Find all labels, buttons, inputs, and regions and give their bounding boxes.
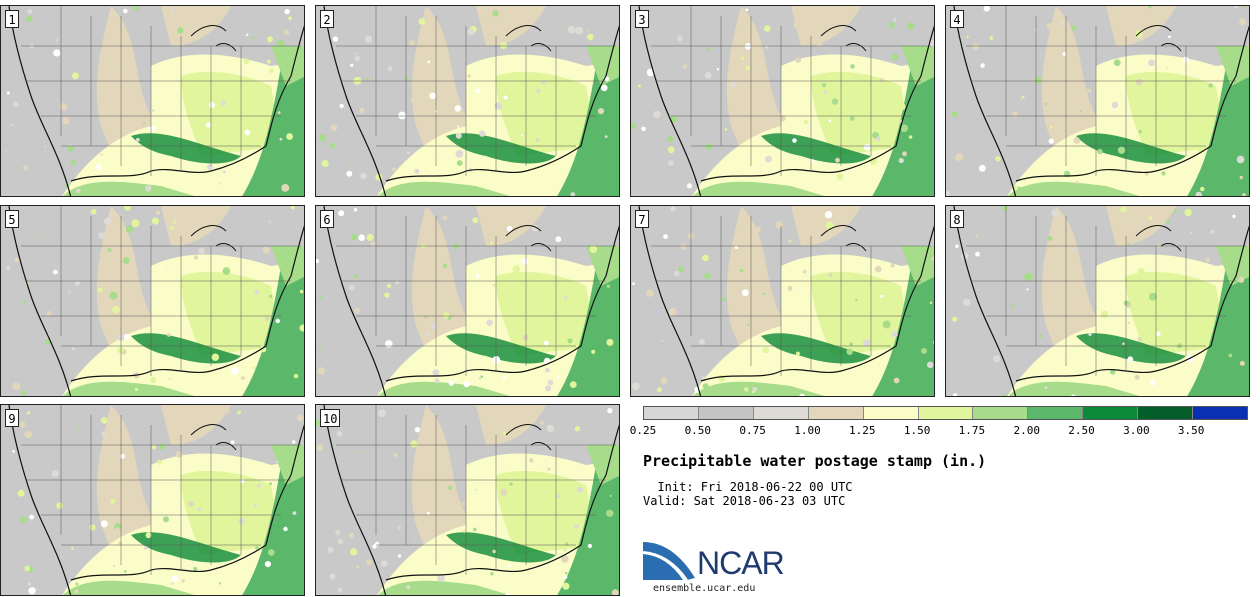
colorbar-swatch <box>1138 407 1194 419</box>
postage-stamp[interactable]: 6 <box>315 205 620 397</box>
colorbar-tick-label: 0.75 <box>739 424 766 437</box>
postage-stamp[interactable]: 4 <box>945 5 1250 197</box>
postage-stamp[interactable]: 7 <box>630 205 935 397</box>
postage-stamp[interactable]: 9 <box>0 404 305 596</box>
colorbar-tick-label: 1.75 <box>958 424 986 437</box>
stamp-member-number: 3 <box>635 10 649 28</box>
stamp-member-number: 9 <box>5 409 19 427</box>
colorbar-tick-label: 1.25 <box>849 424 876 437</box>
colorbar-tick-label: 0.25 <box>629 424 657 437</box>
logo-wordmark: NCAR <box>697 545 785 581</box>
product-title: Precipitable water postage stamp (in.) <box>643 452 987 470</box>
stamp-member-number: 10 <box>320 409 341 427</box>
precip-water-map <box>316 405 619 595</box>
precip-water-map <box>1 206 304 396</box>
precip-water-map <box>946 206 1249 396</box>
stamp-member-number: 7 <box>635 210 649 228</box>
colorbar-swatch <box>1193 407 1247 419</box>
colorbar-swatch <box>808 407 864 419</box>
colorbar-swatch <box>1083 407 1139 419</box>
precip-water-map <box>316 206 619 396</box>
stamp-member-number: 6 <box>320 210 334 228</box>
colorbar-swatch <box>644 407 699 419</box>
stamp-member-number: 2 <box>320 10 334 28</box>
colorbar-tick-label: 2.00 <box>1013 424 1040 437</box>
ncar-swoosh-icon <box>642 542 695 581</box>
colorbar-swatch <box>863 407 919 419</box>
colorbar-tick-label: 2.50 <box>1068 424 1095 437</box>
postage-stamp[interactable]: 2 <box>315 5 620 197</box>
colorbar-swatch <box>918 407 974 419</box>
colorbar-tick-label: 3.50 <box>1177 424 1205 437</box>
colorbar-swatch <box>698 407 754 419</box>
stamp-member-number: 8 <box>950 210 964 228</box>
precip-water-map <box>631 206 934 396</box>
postage-stamp[interactable]: 8 <box>945 205 1250 397</box>
colorbar-tick-label: 0.50 <box>684 424 712 437</box>
precip-water-map <box>1 6 304 196</box>
stamp-member-number: 1 <box>5 10 19 28</box>
precip-water-map <box>631 6 934 196</box>
colorbar-swatch <box>1028 407 1084 419</box>
colorbar-swatches <box>643 406 1248 420</box>
init-time: Init: Fri 2018-06-22 00 UTC <box>643 480 853 494</box>
colorbar-tick-label: 1.00 <box>794 424 821 437</box>
colorbar: 0.25 0.50 0.75 1.00 1.25 1.50 1.75 2.00 2.50 3.00… <box>630 406 1248 438</box>
postage-stamp[interactable]: 3 <box>630 5 935 197</box>
colorbar-swatch <box>973 407 1029 419</box>
site-url: ensemble.ucar.edu <box>653 583 756 594</box>
stamp-member-number: 4 <box>950 10 964 28</box>
postage-stamp[interactable]: 10 <box>315 404 620 596</box>
colorbar-swatch <box>753 407 809 419</box>
postage-stamp[interactable]: 5 <box>0 205 305 397</box>
precip-water-map <box>316 6 619 196</box>
precip-water-map <box>946 6 1249 196</box>
run-times: Init: Fri 2018-06-22 00 UTC Valid: Sat 20… <box>643 480 853 508</box>
colorbar-tick-label: 1.50 <box>903 424 931 437</box>
precip-water-map <box>1 405 304 595</box>
colorbar-labels: 0.25 0.50 0.75 1.00 1.25 1.50 1.75 2.00 2.50 3.00… <box>630 424 1248 438</box>
valid-time: Valid: Sat 2018-06-23 03 UTC <box>643 494 846 508</box>
ncar-logo: NCAR <box>642 540 785 586</box>
stamp-member-number: 5 <box>5 210 19 228</box>
postage-stamp[interactable]: 1 <box>0 5 305 197</box>
colorbar-tick-label: 3.00 <box>1123 424 1150 437</box>
